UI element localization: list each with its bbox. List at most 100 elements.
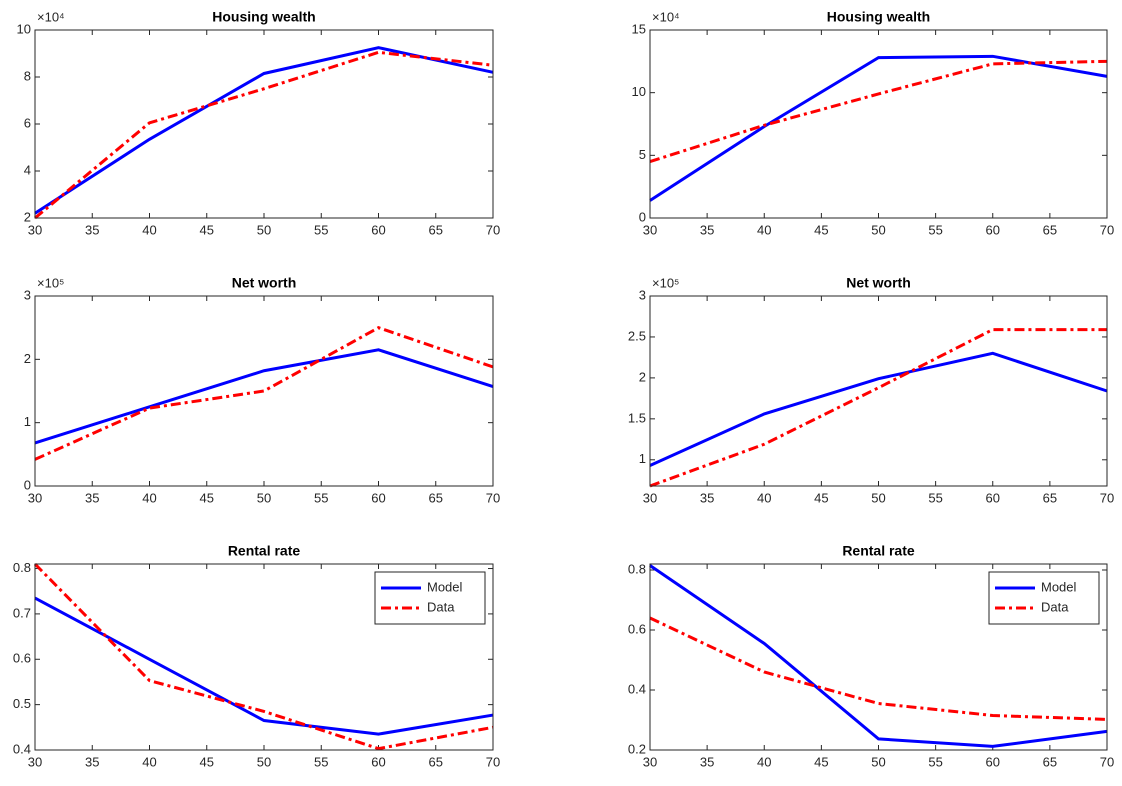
x-tick-label: 45 [814,754,828,769]
axes-background [35,296,493,486]
x-tick-label: 40 [142,490,156,505]
axes-box [34,295,494,487]
x-tick-label: 35 [85,222,99,237]
legend-label: Data [1041,599,1069,614]
x-tick-label: 30 [643,754,657,769]
axes-background [650,30,1107,218]
series-line [34,348,494,445]
title: Housing wealth [827,9,930,25]
subplot: 30 35 40 45 50 55 60 65 70 0.2 0.4 0.6 0.8 Rental rat… [628,543,1114,770]
axes-background [35,30,493,218]
y-multiplier: ×10⁵ [652,275,679,290]
y-tick-label: 10 [17,21,31,36]
y-tick-label: 4 [24,162,31,177]
x-tick-label: 40 [142,222,156,237]
x-tick-label: 50 [871,222,885,237]
x-tick-label: 55 [928,490,942,505]
x-tick-label: 45 [200,754,214,769]
axes-box [649,29,1108,219]
x-tick-label: 35 [700,222,714,237]
x-tick-label: 60 [371,490,385,505]
series-line [649,564,1108,748]
axes-box [34,29,494,219]
x-tick-label: 70 [1100,490,1114,505]
x-tick-label: 40 [757,754,771,769]
y-tick-label: 0.8 [13,560,31,575]
y-tick-label: 3 [24,287,31,302]
subplot: 30 35 40 45 50 55 60 65 70 0.4 0.5 0.6 0.7 0.8 Rental … [13,543,500,770]
legend-label: Model [1041,579,1077,594]
y-tick-label: 0.6 [13,651,31,666]
axes-box [34,563,494,751]
subplot: 30 35 40 45 50 55 60 65 70 1 1.5 2 2.5 3 ×10⁵ Net worth [628,275,1114,506]
x-tick-label: 65 [429,754,443,769]
x-tick-label: 50 [257,222,271,237]
subplot: 30 35 40 45 50 55 60 65 70 0 1 2 3 ×10⁵ Net worth [24,275,500,506]
x-tick-label: 55 [314,754,328,769]
series-line [649,351,1108,467]
x-tick-label: 60 [986,490,1000,505]
x-tick-label: 45 [200,222,214,237]
x-tick-label: 40 [142,754,156,769]
y-tick-label: 2.5 [628,328,646,343]
title: Housing wealth [212,9,315,25]
x-tick-label: 70 [1100,222,1114,237]
y-tick-label: 3 [639,287,646,302]
y-tick-label: 2 [639,369,646,384]
x-tick-label: 45 [200,490,214,505]
y-tick-label: 0.5 [13,696,31,711]
y-tick-label: 2 [24,351,31,366]
x-tick-label: 30 [643,490,657,505]
series-line [34,50,494,220]
y-tick-label: 1.5 [628,410,646,425]
legend-box [988,571,1100,625]
series-line [33,562,494,751]
y-multiplier: ×10⁴ [652,9,680,24]
x-tick-label: 70 [486,754,500,769]
y-tick-label: 8 [24,68,31,83]
legend-box [374,571,486,625]
x-tick-label: 55 [314,222,328,237]
y-tick-label: 6 [24,115,31,130]
y-tick-label: 0.4 [13,741,31,756]
x-tick-label: 70 [486,490,500,505]
y-tick-label: 0.4 [628,681,646,696]
x-tick-label: 65 [429,222,443,237]
y-tick-label: 10 [632,84,646,99]
x-tick-label: 30 [643,222,657,237]
legend-label: Data [427,599,455,614]
y-tick-label: 0.2 [628,741,646,756]
x-tick-label: 65 [1043,754,1057,769]
x-tick-label: 70 [1100,754,1114,769]
x-tick-label: 30 [28,490,42,505]
y-tick-label: 0 [639,209,646,224]
x-tick-label: 40 [757,490,771,505]
x-tick-label: 30 [28,222,42,237]
y-tick-label: 0.6 [628,621,646,636]
x-tick-label: 60 [371,754,385,769]
x-tick-label: 45 [814,222,828,237]
y-tick-label: 0 [24,477,31,492]
series-line [649,59,1108,164]
x-tick-label: 40 [757,222,771,237]
x-tick-label: 65 [1043,222,1057,237]
subplot: 30 35 40 45 50 55 60 65 70 0 5 10 15 ×10⁴ Housing weal… [632,9,1115,238]
x-tick-label: 35 [700,490,714,505]
title: Net worth [846,275,911,291]
title: Net worth [232,275,297,291]
y-tick-label: 1 [24,414,31,429]
x-tick-label: 55 [928,754,942,769]
subplot: 30 35 40 45 50 55 60 65 70 2 4 6 8 10 ×10⁴ Housing weal… [17,9,501,238]
y-tick-label: 5 [639,147,646,162]
x-tick-label: 35 [700,754,714,769]
series-line [34,596,494,736]
axes-background [650,296,1107,486]
x-tick-label: 70 [486,222,500,237]
legend-label: Model [427,579,463,594]
title: Rental rate [228,543,301,559]
x-tick-label: 35 [85,754,99,769]
x-tick-label: 60 [986,754,1000,769]
series-line [649,616,1108,721]
y-multiplier: ×10⁵ [37,275,64,290]
